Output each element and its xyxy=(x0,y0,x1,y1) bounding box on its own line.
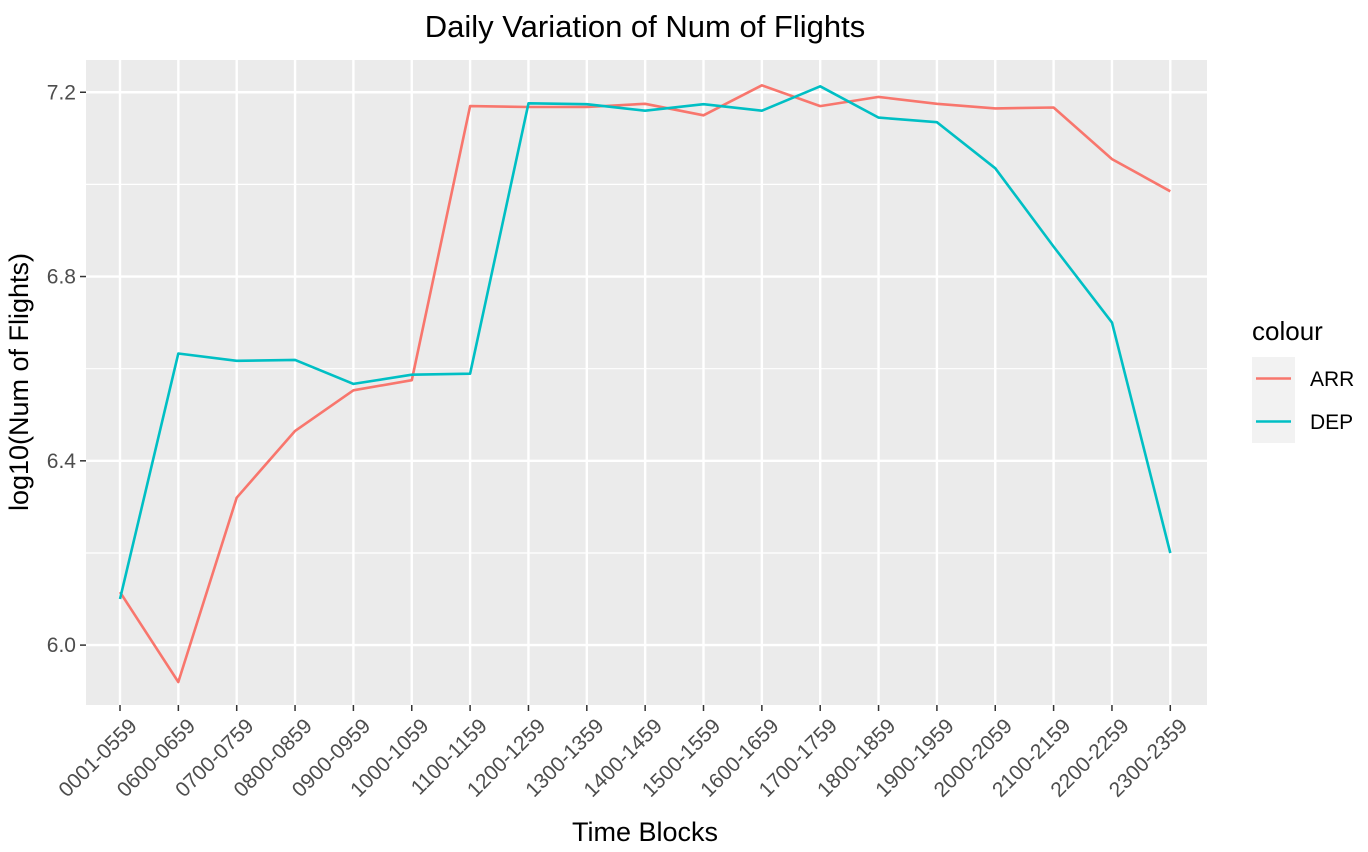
legend-title: colour xyxy=(1252,316,1323,346)
y-tick-label: 6.0 xyxy=(47,634,76,657)
y-axis: 6.0 6.4 6.8 7.2 xyxy=(47,81,86,657)
chart-title: Daily Variation of Num of Flights xyxy=(425,9,865,44)
x-axis: 0001-05590600-06590700-07590800-08590900… xyxy=(54,705,1192,802)
minor-gridlines xyxy=(86,183,1207,554)
legend: colour ARR DEP xyxy=(1252,316,1354,443)
legend-label-arr: ARR xyxy=(1310,368,1354,391)
panel-background xyxy=(86,60,1207,705)
series-lines xyxy=(118,84,1172,684)
y-tick-label: 6.4 xyxy=(47,450,77,473)
y-tick-label: 7.2 xyxy=(47,81,76,104)
major-gridlines xyxy=(86,60,1207,705)
series-line-arr xyxy=(118,84,1171,684)
series-line-dep xyxy=(118,85,1172,600)
x-axis-title: Time Blocks xyxy=(572,817,718,847)
legend-label-dep: DEP xyxy=(1310,411,1353,434)
y-tick-label: 6.8 xyxy=(47,266,76,289)
y-axis-title: log10(Num of Flights) xyxy=(4,253,34,511)
